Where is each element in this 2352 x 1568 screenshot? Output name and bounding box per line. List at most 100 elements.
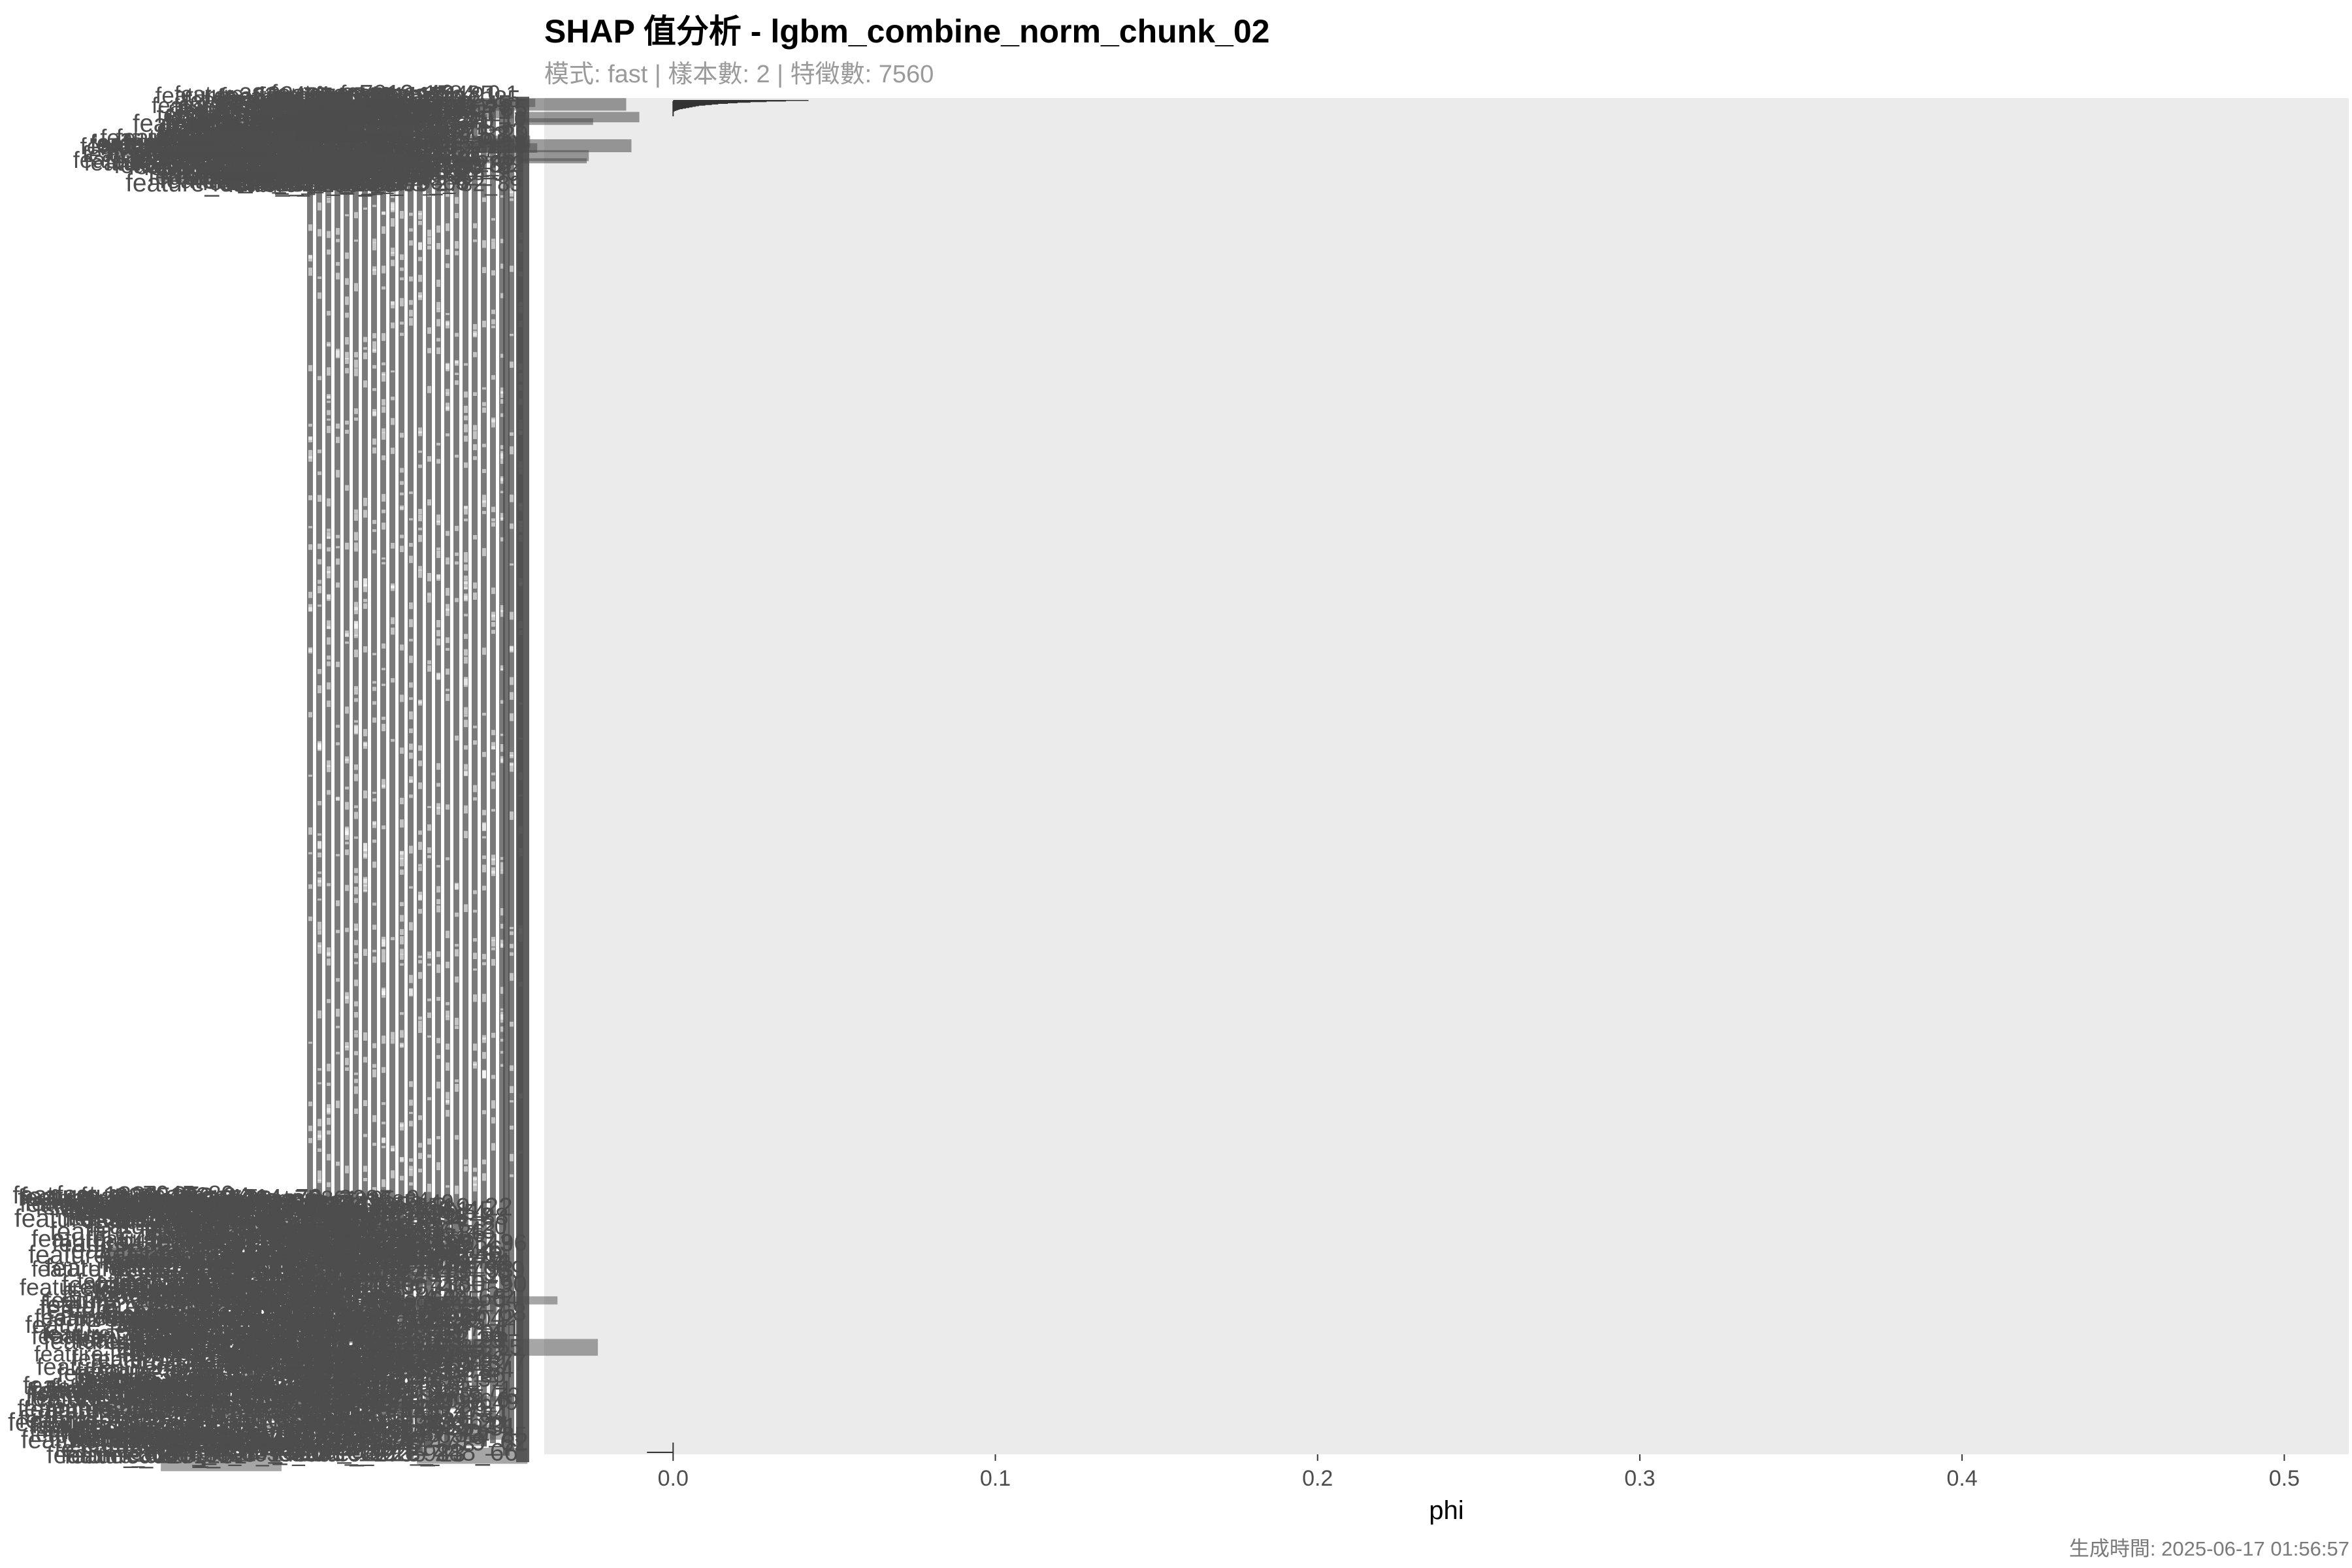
feature-label-smear: [510, 973, 514, 981]
feature-label-smear: [409, 776, 413, 783]
feature-label-smear: [455, 1135, 459, 1140]
feature-label-smear: [482, 647, 486, 655]
feature-label-smear: [308, 1137, 312, 1143]
feature-label-smear: [327, 883, 331, 887]
feature-label-smear: [418, 431, 422, 436]
feature-label: feature_6202_95: [145, 1189, 318, 1215]
feature-label-smear: [308, 591, 312, 598]
feature-label-smear: [510, 1065, 514, 1071]
feature-label-smear: [372, 1115, 376, 1122]
feature-label: feature_5180_70: [69, 1191, 242, 1217]
feature-label-smear: [510, 361, 514, 368]
shap-bar: [673, 109, 678, 110]
feature-label-smear: [473, 740, 477, 745]
feature-label-smear: [473, 1183, 477, 1192]
feature-label-smear: [473, 938, 477, 942]
feature-label-smear: [491, 947, 495, 951]
feature-label-smear: [363, 1100, 367, 1106]
feature-label-smear: [491, 518, 495, 522]
feature-label-smear: [491, 858, 495, 866]
feature-label-smear: [427, 193, 431, 197]
feature-label-smear: [400, 798, 404, 804]
feature-label-smear: [336, 558, 340, 565]
feature-label-smear: [391, 190, 395, 199]
feature-label-smear: [482, 994, 486, 1002]
feature-label: feature_2764_57: [43, 1322, 221, 1349]
feature-label-smear: [464, 634, 468, 639]
feature-label-smear: [354, 875, 358, 883]
feature-label-smear: [491, 630, 495, 634]
feature-label-smear: [464, 707, 468, 715]
feature-label-smear: [409, 555, 413, 563]
feature-label-smear: [354, 1086, 358, 1094]
feature-label-smear: [418, 1021, 422, 1028]
feature-label-smear: [427, 456, 431, 462]
feature-label: feature_126_93: [42, 1322, 197, 1347]
feature-label: feature_7009_39: [54, 1196, 237, 1222]
feature-label-smear: [424, 1396, 512, 1402]
feature-label-smear: [211, 1326, 278, 1336]
feature-label-smear: [308, 267, 312, 276]
feature-label-smear: [418, 1027, 422, 1033]
feature-label-smear: [308, 648, 312, 652]
feature-label-smear: [510, 752, 514, 757]
feature-label-smear: [345, 1067, 349, 1071]
feature-label-smear: [500, 387, 504, 393]
feature-label-smear: [500, 987, 504, 994]
feature-label-smear: [391, 627, 395, 635]
feature-label-smear: [446, 393, 449, 397]
feature-label-smear: [427, 824, 431, 831]
feature-label-smear: [436, 338, 440, 342]
feature-label: feature_3944_68: [20, 1190, 203, 1217]
feature-label-smear: [427, 806, 431, 808]
feature-label-smear: [418, 221, 422, 225]
feature-label-smear: [435, 110, 441, 1439]
feature-label-smear: [491, 867, 495, 874]
feature-label: feature_2168_12: [35, 1193, 218, 1220]
feature-label-smear: [455, 949, 459, 956]
feature-label-smear: [308, 526, 312, 529]
feature-label-smear: [455, 912, 459, 917]
feature-label-smear: [409, 228, 413, 232]
feature-label-smear: [446, 1109, 449, 1117]
feature-label-smear: [473, 1064, 477, 1069]
feature-label-smear: [372, 681, 376, 684]
feature-label-smear: [382, 265, 385, 274]
feature-label-smear: [318, 171, 321, 176]
feature-label-smear: [464, 506, 468, 515]
feature-label-smear: [308, 184, 312, 189]
feature-label-smear: [455, 197, 459, 204]
feature-label-smear: [491, 417, 495, 423]
feature-label-smear: [336, 546, 340, 549]
plot-panel: [544, 98, 2349, 1454]
feature-label-smear: [339, 1351, 429, 1366]
feature-label-smear: [336, 742, 340, 745]
feature-label-smear: [446, 1100, 449, 1103]
feature-label-smear: [354, 417, 358, 421]
feature-label-smear: [308, 884, 312, 889]
feature-label-smear: [400, 694, 404, 702]
feature-label-smear: [482, 240, 486, 248]
feature-label-smear: [436, 308, 440, 312]
feature-label-smear: [372, 822, 376, 828]
x-tick-label: 0.2: [1302, 1466, 1333, 1491]
feature-label-smear: [409, 619, 413, 627]
x-tick-label: 0.0: [658, 1466, 689, 1491]
feature-label-smear: [436, 1081, 440, 1089]
feature-label-smear: [491, 612, 495, 617]
feature-label-smear: [382, 987, 385, 995]
feature-label-smear: [510, 926, 514, 930]
feature-label-smear: [389, 101, 395, 1415]
feature-label-smear: [464, 714, 468, 717]
feature-label: feature_3393_53: [44, 1328, 227, 1354]
feature-label-smear: [327, 249, 331, 255]
shap-bar: [673, 105, 706, 106]
feature-label-smear: [409, 602, 413, 610]
feature-label-smear: [265, 1423, 372, 1429]
feature-label-smear: [409, 1120, 413, 1127]
feature-label-smear: [436, 1054, 440, 1059]
feature-label-smear: [418, 450, 422, 453]
feature-label-smear: [446, 587, 449, 596]
feature-label-smear: [491, 614, 495, 621]
